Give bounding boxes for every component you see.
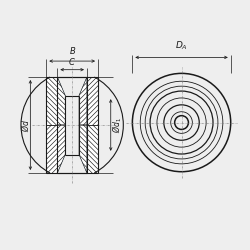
Text: $D_A$: $D_A$ [175,40,188,52]
Polygon shape [46,77,58,125]
Polygon shape [46,77,58,125]
Text: $C$: $C$ [68,56,76,67]
Text: $Ød_1$: $Ød_1$ [110,117,124,133]
Polygon shape [87,125,98,173]
Polygon shape [58,125,65,173]
Polygon shape [79,77,87,125]
Text: $B$: $B$ [68,45,76,56]
Polygon shape [87,125,98,173]
Polygon shape [46,125,58,173]
Polygon shape [58,125,65,173]
Polygon shape [46,125,58,173]
Polygon shape [87,77,98,125]
Polygon shape [58,77,65,125]
Text: $Ød$: $Ød$ [19,118,30,132]
Polygon shape [58,77,65,125]
Polygon shape [79,77,87,125]
Polygon shape [79,125,87,173]
Polygon shape [87,77,98,125]
Polygon shape [79,125,87,173]
